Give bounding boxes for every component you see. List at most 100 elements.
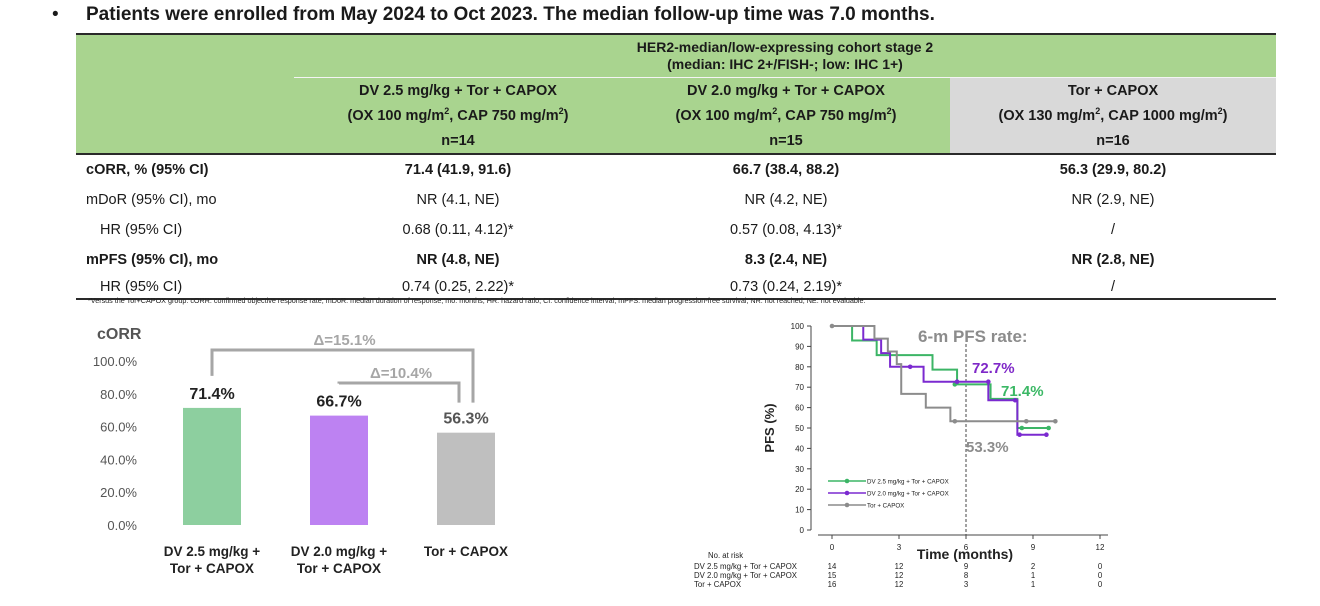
x-tick-label: DV 2.0 mg/kg +	[291, 544, 388, 559]
arm-header-1: DV 2.5 mg/kg + Tor + CAPOX (OX 100 mg/m2,…	[294, 77, 622, 128]
risk-count: 0	[1098, 571, 1103, 580]
table-row-hr-pfs: HR (95% CI) 0.74 (0.25, 2.22)* 0.73 (0.2…	[76, 275, 1276, 300]
censor-mark	[986, 379, 991, 384]
risk-count: 14	[828, 562, 837, 571]
censor-mark	[907, 364, 913, 370]
x-tick-label: 12	[1096, 543, 1105, 552]
bar	[437, 432, 495, 525]
empty-header-cell	[76, 33, 294, 78]
risk-row-label: DV 2.5 mg/kg + Tor + CAPOX	[694, 562, 798, 571]
y-tick-label: 90	[795, 342, 804, 351]
table-cell: /	[1110, 222, 1116, 238]
arm-dose-part: (OX 130 mg/m	[998, 107, 1096, 124]
headline: • Patients were enrolled from May 2024 to…	[52, 4, 935, 26]
rate-title: 6-m PFS rate:	[918, 327, 1028, 346]
x-tick-label: DV 2.5 mg/kg +	[164, 544, 261, 559]
risk-count: 16	[828, 580, 837, 589]
rate-label: 72.7%	[972, 360, 1015, 377]
censor-mark	[1024, 418, 1029, 424]
y-tick-label: 40	[795, 444, 804, 453]
y-tick-label: 80	[795, 363, 804, 372]
survival-curve	[832, 325, 1049, 429]
x-tick-label: Tor + CAPOX	[297, 561, 381, 576]
censor-mark	[1012, 397, 1018, 403]
censor-mark	[1044, 432, 1049, 438]
arm-dose-part: )	[1222, 107, 1228, 124]
survival-curve	[832, 325, 1056, 423]
arm-dose-part: , CAP 1000 mg/m	[1100, 107, 1218, 124]
risk-count: 12	[895, 571, 904, 580]
arm-n: n=14	[294, 128, 622, 155]
cohort-header-row: HER2-median/low-expressing cohort stage …	[76, 33, 1276, 78]
table-cell: 66.7 (38.4, 88.2)	[732, 162, 840, 178]
superscript: 2	[772, 105, 778, 116]
bullet-point: •	[52, 4, 59, 25]
y-tick-label: 20	[795, 485, 804, 494]
censor-mark	[829, 323, 835, 329]
bar	[183, 407, 241, 525]
survival-curve	[832, 325, 1047, 436]
table-cell: /	[950, 275, 1276, 300]
risk-count: 12	[895, 562, 904, 571]
table-cell: 0.68 (0.11, 4.12)*	[402, 222, 514, 238]
y-tick-label: 0	[800, 526, 805, 535]
y-tick-label: 0.0%	[107, 518, 137, 533]
x-tick-label: 9	[1031, 543, 1036, 552]
table-cell: 71.4 (41.9, 91.6)	[404, 162, 512, 178]
arm-dose-part: , CAP 750 mg/m	[777, 107, 887, 124]
superscript: 2	[1217, 105, 1223, 116]
x-tick-label: Tor + CAPOX	[170, 561, 254, 576]
arm-name: Tor + CAPOX	[1067, 82, 1159, 99]
cohort-subtitle: (median: IHC 2+/FISH-; low: IHC 1+)	[667, 56, 903, 72]
table-row-mdor: mDoR (95% CI), mo NR (4.1, NE) NR (4.2, …	[76, 185, 1276, 215]
risk-count: 0	[1098, 562, 1103, 571]
table-row-hr-dor: HR (95% CI) 0.68 (0.11, 4.12)* 0.57 (0.0…	[76, 215, 1276, 245]
arm-header-row: DV 2.5 mg/kg + Tor + CAPOX (OX 100 mg/m2,…	[76, 77, 1276, 128]
table-row-corr: cORR, % (95% CI) 71.4 (41.9, 91.6) 66.7 …	[76, 154, 1276, 185]
arm-dose-part: )	[563, 107, 569, 124]
bar-value-label: 71.4%	[189, 386, 234, 403]
table-cell: NR (4.1, NE)	[416, 192, 500, 208]
y-tick-label: 80.0%	[100, 387, 137, 402]
arm-dose: (OX 100 mg/m2, CAP 750 mg/m2)	[622, 101, 950, 126]
table-cell: 56.3 (29.9, 80.2)	[1059, 162, 1167, 178]
y-tick-label: 50	[795, 424, 804, 433]
delta-bracket	[337, 381, 461, 403]
arm-dose-part: (OX 100 mg/m	[347, 107, 445, 124]
table-cell: 0.74 (0.25, 2.22)*	[294, 275, 622, 300]
risk-count: 1	[1031, 580, 1035, 589]
table-footnote: *Versus the Tor+CAPOX group. cORR: confi…	[88, 296, 866, 305]
risk-count: 8	[964, 571, 968, 580]
row-label: cORR, % (95% CI)	[86, 162, 209, 178]
delta-label: Δ=15.1%	[313, 332, 375, 349]
cohort-title-cell: HER2-median/low-expressing cohort stage …	[294, 33, 1276, 78]
risk-table-title: No. at risk	[708, 551, 743, 560]
superscript: 2	[444, 105, 450, 116]
arm-header-2: DV 2.0 mg/kg + Tor + CAPOX (OX 100 mg/m2,…	[622, 77, 950, 128]
arm-header-3: Tor + CAPOX (OX 130 mg/m2, CAP 1000 mg/m2…	[950, 77, 1276, 128]
arm-n: n=15	[622, 128, 950, 155]
arm-dose: (OX 130 mg/m2, CAP 1000 mg/m2)	[950, 101, 1276, 126]
censor-mark	[1019, 425, 1025, 431]
superscript: 2	[558, 105, 564, 116]
legend-marker	[844, 478, 850, 484]
y-tick-label: 60	[795, 404, 804, 413]
arm-name: DV 2.0 mg/kg + Tor + CAPOX	[687, 82, 885, 99]
y-axis-label: PFS (%)	[762, 403, 777, 452]
x-tick-label: 6	[964, 543, 969, 552]
risk-row-label: Tor + CAPOX	[694, 580, 742, 589]
y-tick-label: 60.0%	[100, 420, 137, 435]
chart-title: cORR	[97, 326, 142, 343]
censor-mark	[1053, 418, 1058, 424]
cohort-title: HER2-median/low-expressing cohort stage …	[636, 39, 934, 55]
empty-header-cell	[76, 128, 294, 155]
censor-mark	[1017, 432, 1022, 438]
table-cell: NR (4.8, NE)	[416, 252, 500, 268]
risk-count: 1	[1031, 571, 1035, 580]
legend-label: DV 2.5 mg/kg + Tor + CAPOX	[867, 479, 949, 486]
censor-mark	[1046, 425, 1051, 431]
x-axis-label: Time (months)	[917, 546, 1013, 562]
legend-marker	[844, 490, 850, 496]
corr-bar-chart: cORR 100.0% 80.0% 60.0% 40.0% 20.0% 0.0% 71.4% D…	[93, 326, 508, 576]
